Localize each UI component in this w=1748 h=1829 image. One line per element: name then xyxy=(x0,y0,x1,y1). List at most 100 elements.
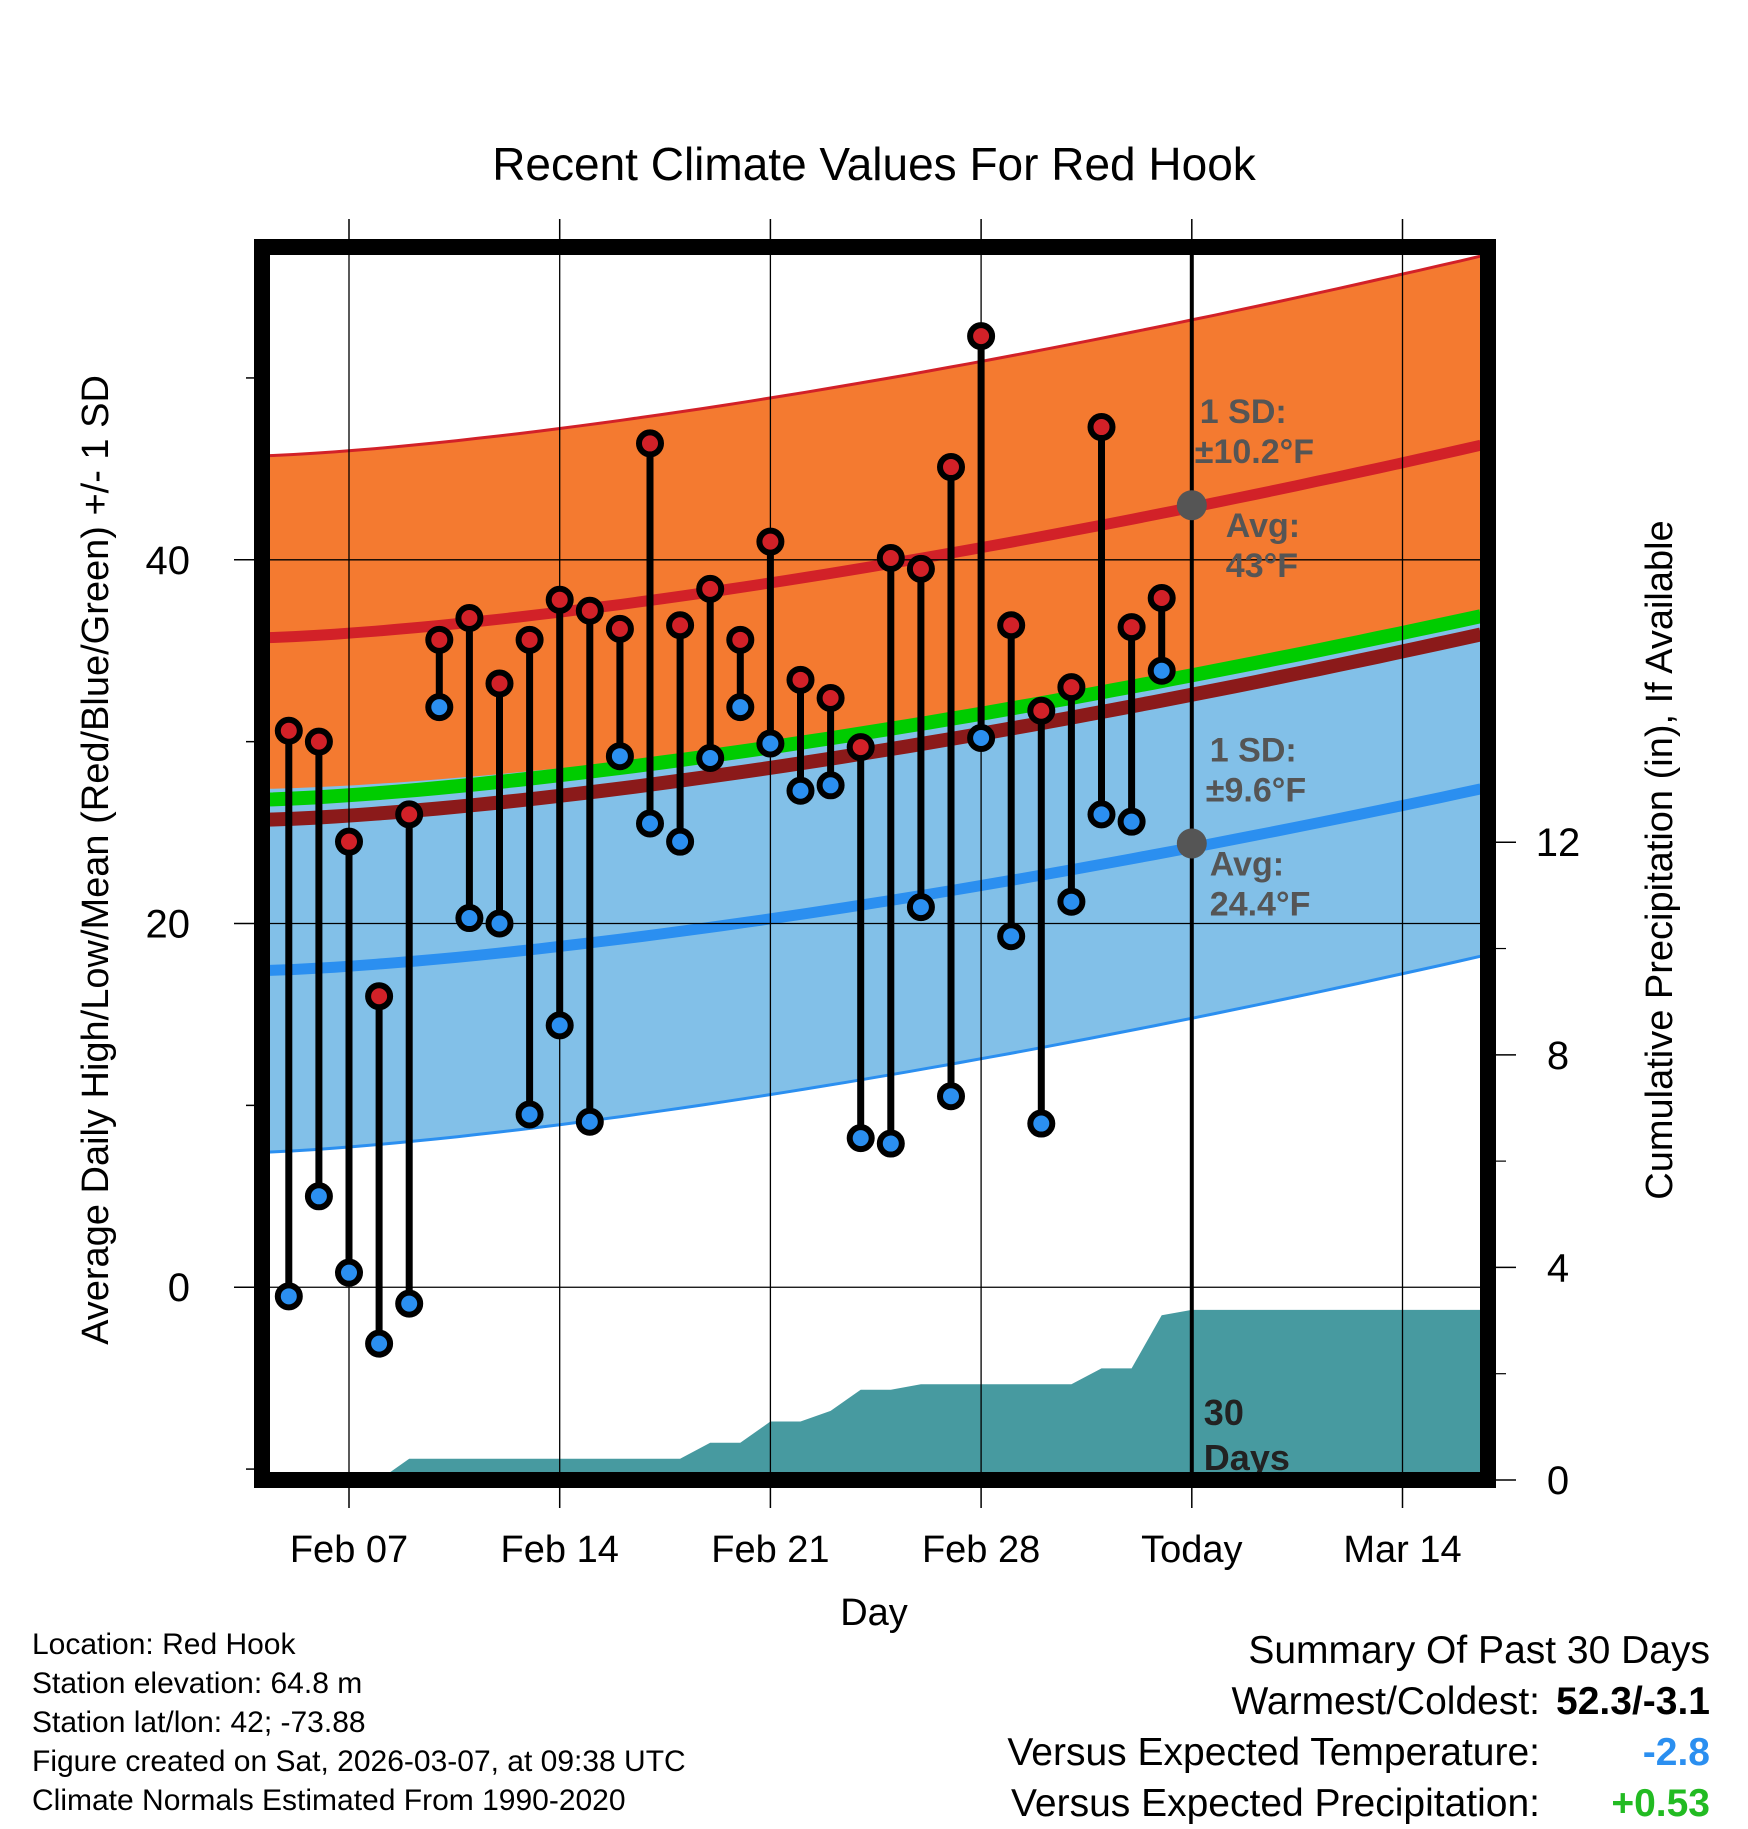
daily-high-point xyxy=(1027,696,1056,725)
daily-high-point xyxy=(786,665,815,694)
days-label-number: 30 xyxy=(1204,1392,1244,1433)
location-line: Location: Red Hook xyxy=(32,1628,296,1661)
daily-high-point xyxy=(636,429,664,458)
y-axis-right-label: Cumulative Precipitation (in), If Availa… xyxy=(1639,520,1681,1199)
daily-low-point xyxy=(605,742,634,771)
low-sd-label: 1 SD: xyxy=(1210,731,1297,769)
daily-high-point xyxy=(816,684,845,713)
x-tick-label: Feb 21 xyxy=(711,1529,829,1571)
temp-label: Versus Expected Temperature: xyxy=(1007,1731,1540,1774)
x-axis-label: Day xyxy=(840,1592,908,1634)
daily-high-point xyxy=(726,625,755,654)
daily-low-point xyxy=(335,1258,363,1287)
daily-low-point xyxy=(696,744,725,773)
daily-high-point xyxy=(666,611,695,640)
high-avg-label: Avg: xyxy=(1226,507,1300,545)
daily-high-point xyxy=(425,625,454,654)
low-mean-line xyxy=(262,783,1482,977)
daily-low-point xyxy=(395,1289,424,1318)
daily-low-point xyxy=(906,893,935,922)
low-avg-label: Avg: xyxy=(1210,845,1284,883)
normals-line: Climate Normals Estimated From 1990-2020 xyxy=(32,1784,626,1817)
high-band-upper-edge xyxy=(262,254,1482,458)
daily-low-point xyxy=(515,1100,544,1129)
daily-high-point xyxy=(605,614,634,643)
today-low-avg-marker xyxy=(1176,828,1207,859)
created-line: Figure created on Sat, 2026-03-07, at 09… xyxy=(32,1745,686,1778)
summary-title: Summary Of Past 30 Days xyxy=(1248,1629,1710,1672)
plot-inner xyxy=(262,247,1488,1480)
summary-precip-row: Versus Expected Precipitation: +0.53 xyxy=(1007,1778,1710,1829)
high-sd-label: 1 SD: xyxy=(1200,393,1287,431)
daily-low-point xyxy=(455,904,484,933)
daily-high-point xyxy=(395,800,424,829)
daily-low-point xyxy=(726,693,755,722)
daily-low-point xyxy=(846,1124,875,1153)
daily-high-point xyxy=(1087,413,1116,442)
temp-value: -2.8 xyxy=(1642,1731,1710,1774)
elevation-line: Station elevation: 64.8 m xyxy=(32,1667,363,1700)
daily-high-point xyxy=(575,596,604,625)
daily-low-point xyxy=(485,909,514,938)
daily-low-point xyxy=(1087,800,1116,829)
x-tick-label: Feb 07 xyxy=(290,1529,408,1571)
daily-low-point xyxy=(756,729,785,758)
mean-line xyxy=(262,609,1483,807)
y-right-tick-label: 8 xyxy=(1547,1034,1569,1078)
daily-low-point xyxy=(365,1329,394,1358)
daily-high-point xyxy=(455,603,484,632)
daily-high-point xyxy=(1057,673,1086,702)
x-tick-label: Feb 14 xyxy=(501,1529,619,1571)
daily-high-point xyxy=(485,669,514,698)
daily-low-point xyxy=(545,1011,574,1040)
precip-area xyxy=(262,1309,1481,1480)
daily-low-point xyxy=(937,1082,965,1111)
chart-title: Recent Climate Values For Red Hook xyxy=(492,138,1257,190)
summary-temp-row: Versus Expected Temperature: -2.8 xyxy=(1007,1727,1710,1778)
daily-high-point xyxy=(1147,583,1176,612)
y-right-tick-label: 12 xyxy=(1536,821,1581,865)
x-tick-label: Mar 14 xyxy=(1343,1529,1461,1571)
today-high-avg-marker xyxy=(1176,490,1207,521)
daily-high-point xyxy=(304,727,333,756)
x-tick-label: Today xyxy=(1141,1529,1242,1571)
daily-high-point xyxy=(365,982,394,1011)
daily-high-point xyxy=(515,625,544,654)
daily-low-point xyxy=(1147,656,1176,685)
low-band-lower-edge xyxy=(262,954,1482,1154)
daily-low-point xyxy=(575,1107,604,1136)
daily-low-point xyxy=(636,809,664,838)
daily-high-point xyxy=(997,611,1026,640)
low-avg-value: 24.4°F xyxy=(1210,885,1311,923)
daily-high-point xyxy=(756,527,785,556)
daily-low-point xyxy=(666,827,695,856)
daily-low-point xyxy=(304,1182,333,1211)
y-left-tick-label: 20 xyxy=(146,903,191,947)
plot-frame xyxy=(254,239,1496,1488)
y-right-tick-label: 0 xyxy=(1547,1459,1569,1503)
y-axis-left-label: Average Daily High/Low/Mean (Red/Blue/Gr… xyxy=(75,375,117,1345)
high-avg-value: 43°F xyxy=(1226,547,1298,585)
daily-low-point xyxy=(816,771,845,800)
daily-high-point xyxy=(274,716,303,745)
daily-low-point xyxy=(997,922,1026,951)
daily-low-point xyxy=(274,1282,303,1311)
daily-high-point xyxy=(696,574,725,603)
daily-low-point xyxy=(1027,1109,1056,1138)
daily-low-point xyxy=(425,693,454,722)
y-right-tick-label: 4 xyxy=(1547,1246,1569,1290)
days-label-text: Days xyxy=(1204,1437,1290,1478)
daily-high-point xyxy=(335,827,363,856)
daily-high-point xyxy=(876,543,905,572)
daily-low-point xyxy=(1057,887,1086,916)
summary-panel: Summary Of Past 30 Days Warmest/Coldest:… xyxy=(1007,1625,1710,1829)
precip-value: +0.53 xyxy=(1611,1782,1710,1825)
daily-high-point xyxy=(1117,613,1146,642)
daily-low-point xyxy=(1117,807,1146,836)
y-left-tick-label: 0 xyxy=(168,1266,190,1310)
daily-high-point xyxy=(906,554,935,583)
y-left-tick-label: 40 xyxy=(146,539,191,583)
daily-high-point xyxy=(967,322,996,351)
